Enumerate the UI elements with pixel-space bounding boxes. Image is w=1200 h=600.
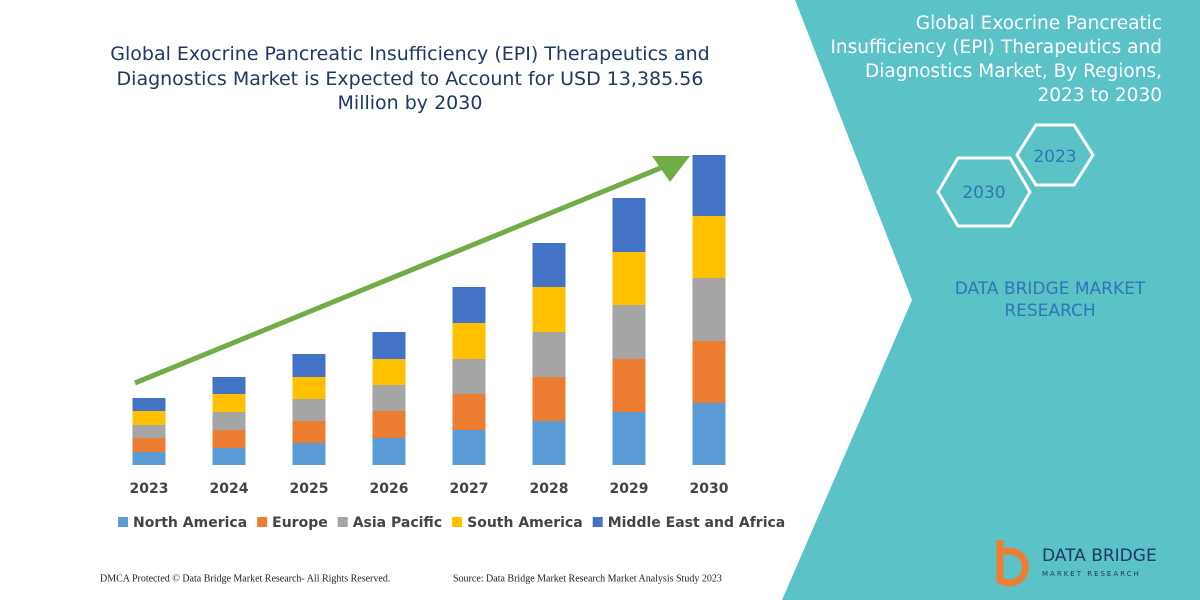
logo-tagline: MARKET RESEARCH (1042, 570, 1141, 578)
chart-title: Global Exocrine Pancreatic Insufficiency… (110, 43, 710, 115)
bar-segment (212, 430, 246, 448)
footer-left: DMCA Protected © Data Bridge Market Rese… (100, 573, 390, 584)
x-tick-label: 2026 (370, 481, 409, 497)
bar-segment (132, 398, 166, 411)
bar-segment (612, 252, 646, 305)
bar-segment (452, 359, 486, 394)
bar-segment (372, 438, 406, 465)
legend-swatch (118, 517, 128, 527)
legend-label: North America (133, 515, 247, 531)
legend-label: Europe (272, 515, 328, 531)
legend-swatch (452, 517, 463, 527)
bar-segment (132, 411, 166, 425)
bar-segment (132, 452, 166, 465)
bar-segment (612, 198, 646, 252)
hex-label: 2023 (1033, 147, 1076, 167)
hex-label: 2030 (962, 183, 1005, 203)
bar-segment (212, 412, 246, 430)
bar-segment (132, 425, 166, 438)
bar-segment (692, 155, 726, 216)
hexagon (1015, 123, 1095, 187)
bar-segment (612, 359, 646, 412)
legend-swatch (592, 517, 603, 527)
bar-segment (292, 354, 326, 377)
bar-segment (372, 359, 406, 385)
bar-segment (532, 287, 566, 332)
bar-segment (692, 341, 726, 403)
x-tick-label: 2024 (210, 481, 249, 497)
bar-segment (692, 216, 726, 278)
bar-segment (372, 411, 406, 438)
brand-text: DATA BRIDGE MARKET RESEARCH (954, 279, 1146, 322)
legend-label: South America (467, 515, 583, 531)
bar-segment (532, 243, 566, 287)
x-tick-label: 2030 (690, 481, 729, 497)
x-tick-label: 2023 (130, 481, 169, 497)
bar-segment (292, 377, 326, 399)
bar-segment (452, 323, 486, 359)
bar-segment (292, 421, 326, 443)
bar-segment (372, 385, 406, 411)
logo-mark (996, 540, 1029, 587)
x-tick-label: 2025 (290, 481, 329, 497)
bar-segment (532, 377, 566, 421)
legend-label: Asia Pacific (353, 515, 442, 531)
hexagon (936, 156, 1032, 228)
bar-segment (692, 403, 726, 465)
x-tick-label: 2028 (530, 481, 569, 497)
bar-segment (212, 448, 246, 465)
side-panel (782, 0, 1200, 600)
trend-arrow (134, 162, 669, 386)
bar-segment (132, 438, 166, 452)
arrow-head (652, 156, 690, 182)
bar-segment (532, 332, 566, 377)
bar-segment (292, 399, 326, 421)
bar-segment (612, 412, 646, 465)
bar-segment (692, 278, 726, 341)
bar-segment (452, 430, 486, 465)
x-tick-label: 2027 (450, 481, 489, 497)
panel-title: Global Exocrine Pancreatic Insufficiency… (830, 13, 1162, 107)
bar-segment (292, 443, 326, 465)
legend-swatch (337, 517, 348, 527)
bar-segment (212, 377, 246, 394)
bar-segment (452, 287, 486, 323)
legend-swatch (257, 517, 268, 527)
logo-name: DATA BRIDGE (1042, 546, 1157, 566)
bar-segment (612, 305, 646, 359)
bar-segment (372, 332, 406, 359)
x-tick-label: 2029 (610, 481, 649, 497)
bar-segment (452, 394, 486, 430)
footer-right: Source: Data Bridge Market Research Mark… (453, 573, 722, 584)
bar-segment (212, 394, 246, 412)
bar-segment (532, 421, 566, 465)
legend-label: Middle East and Africa (608, 515, 786, 531)
